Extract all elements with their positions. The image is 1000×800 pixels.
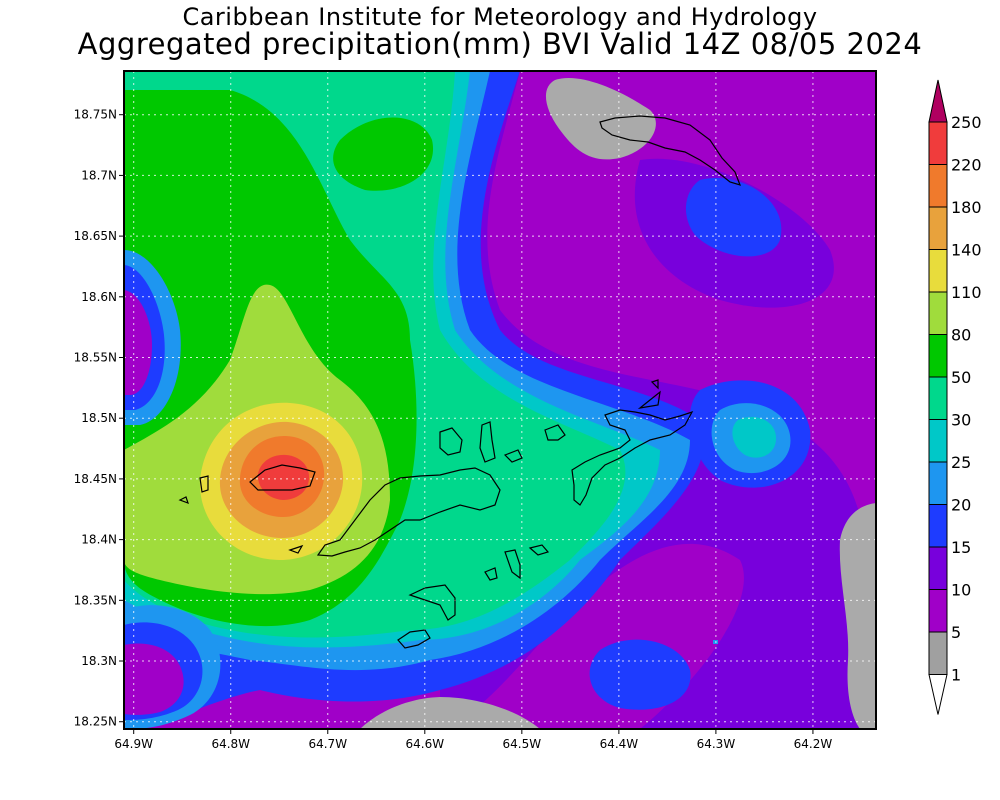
colorbar-swatch [928, 164, 948, 208]
field-blue-ne [685, 178, 782, 257]
island-virgin-gorda [571, 409, 694, 506]
island-beef [544, 424, 566, 441]
island-necker [637, 390, 661, 409]
x-axis: 64.9W 64.8W 64.7W 64.6W 64.5W 64.4W 64.3W 64.2W [114, 729, 832, 751]
field-blue-se [589, 639, 691, 710]
y-tick-label: 18.55N [74, 351, 117, 365]
island-w-cay-2 [199, 475, 209, 493]
colorbar-level-label: 30 [951, 411, 971, 430]
x-tick-label: 64.6W [406, 737, 445, 751]
y-tick-label: 18.5N [81, 411, 117, 425]
colorbar-swatch [928, 589, 948, 633]
x-tick-label: 64.8W [211, 737, 250, 751]
x-tick-label: 64.7W [308, 737, 347, 751]
island-salt [504, 549, 521, 580]
island-w-cay [178, 496, 189, 505]
x-tick-label: 64.4W [600, 737, 639, 751]
island-jost-van-dyke [439, 427, 463, 456]
field-green-nw-bubble [333, 117, 434, 191]
colorbar-swatch [928, 334, 948, 378]
colorbar-level-label: 1 [951, 666, 961, 685]
colorbar-legend: 250 220 180 140 110 80 50 30 25 20 15 10 5 1 [928, 79, 982, 715]
island-ginger [528, 544, 550, 556]
colorbar-swatch [928, 419, 948, 463]
colorbar-level-label: 220 [951, 156, 982, 175]
plot-frame [123, 70, 877, 730]
field-gray-se [839, 503, 876, 729]
colorbar-level-label: 180 [951, 198, 982, 217]
island-cooper [484, 567, 498, 581]
colorbar-swatch [928, 249, 948, 293]
colorbar-level-label: 80 [951, 326, 971, 345]
colorbar-bottom-arrow [928, 674, 948, 715]
y-axis: 18.75N 18.7N 18.65N 18.6N 18.55N 18.5N 18.45N 1… [74, 108, 124, 729]
y-tick-label: 18.6N [81, 290, 117, 304]
colorbar-top-arrow [928, 79, 948, 123]
colorbar-level-label: 5 [951, 623, 961, 642]
colorbar-level-label: 140 [951, 241, 982, 260]
island-tortola [316, 467, 501, 557]
island-norman [397, 629, 431, 649]
x-tick-label: 64.5W [503, 737, 542, 751]
y-tick-label: 18.4N [81, 533, 117, 547]
island-guana [479, 421, 496, 463]
colorbar-swatch [928, 376, 948, 420]
colorbar-level-label: 20 [951, 496, 971, 515]
y-tick-label: 18.45N [74, 472, 117, 486]
x-tick-label: 64.3W [697, 737, 736, 751]
colorbar-level-label: 110 [951, 283, 982, 302]
x-tick-label: 64.2W [794, 737, 833, 751]
colorbar-level-label: 10 [951, 581, 971, 600]
y-tick-label: 18.3N [81, 654, 117, 668]
y-tick-label: 18.35N [74, 593, 117, 607]
precipitation-field [124, 71, 876, 729]
colorbar-swatch [928, 291, 948, 335]
island-peter [408, 584, 456, 621]
y-tick-label: 18.75N [74, 108, 117, 122]
colorbar-swatch [928, 121, 948, 165]
colorbar-swatch [928, 504, 948, 548]
y-tick-label: 18.7N [81, 168, 117, 182]
title-line-2: Aggregated precipitation(mm) BVI Valid 1… [77, 27, 923, 61]
y-tick-label: 18.65N [74, 229, 117, 243]
colorbar-level-label: 25 [951, 453, 971, 472]
field-cyan-e [732, 416, 777, 458]
colorbar-swatch [928, 461, 948, 505]
island-st-thomas [249, 464, 316, 491]
colorbar-level-label: 50 [951, 368, 971, 387]
island-st-john [288, 544, 304, 554]
colorbar-swatch [928, 546, 948, 590]
colorbar-level-label: 250 [951, 113, 982, 132]
field-magenta-sw-pocket [124, 643, 184, 715]
x-tick-label: 64.9W [114, 737, 153, 751]
colorbar-swatch [928, 631, 948, 675]
colorbar-swatch [928, 206, 948, 250]
lat-lon-grid [124, 71, 876, 729]
island-anegada [599, 115, 741, 186]
island-scrub [503, 449, 523, 463]
field-magenta-w-pocket [124, 290, 152, 395]
colorbar-level-label: 15 [951, 538, 971, 557]
island-outlines [178, 115, 741, 649]
title-line-1: Caribbean Institute for Meteorology and … [182, 3, 818, 31]
field-gray-south [360, 697, 540, 729]
y-tick-label: 18.25N [74, 715, 117, 729]
island-e-small [650, 379, 659, 390]
